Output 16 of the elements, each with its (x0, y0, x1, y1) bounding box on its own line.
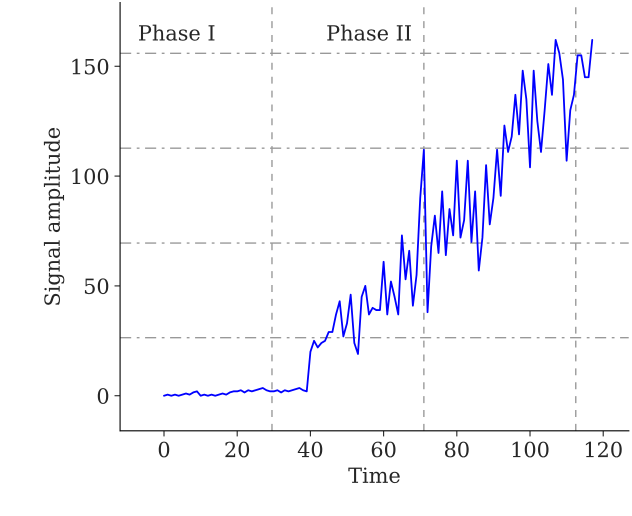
annotation: Phase II (327, 24, 411, 41)
x-tick-label: 100 (512, 442, 549, 458)
x-axis-title: Time (348, 467, 400, 484)
y-tick-label: 100 (72, 168, 108, 184)
x-tick-label: 60 (372, 442, 396, 458)
x-tick-label: 20 (225, 442, 250, 458)
x-tick-label: 120 (586, 442, 622, 458)
y-tick-label: 50 (84, 278, 108, 294)
y-axis-title: Signal amplitude (44, 128, 64, 305)
x-tick-label: 0 (158, 442, 170, 458)
line-series (163, 39, 594, 397)
y-tick-label: 0 (98, 388, 108, 404)
y-tick-label: 150 (72, 58, 108, 74)
x-tick-label: 80 (444, 442, 469, 458)
x-tick-label: 40 (298, 442, 322, 458)
annotation: Phase I (139, 24, 214, 41)
